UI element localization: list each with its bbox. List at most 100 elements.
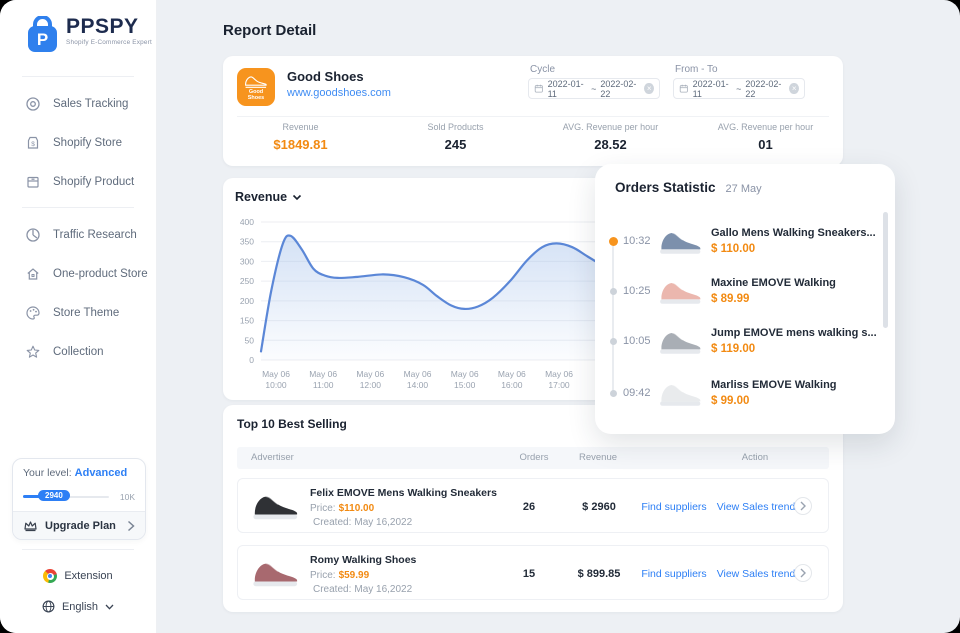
order-product-name: Gallo Mens Walking Sneakers... bbox=[711, 227, 876, 239]
order-price: $ 119.00 bbox=[711, 343, 756, 355]
svg-text:$: $ bbox=[31, 141, 35, 148]
orders-timeline: 10:32 Gallo Mens Walking Sneakers... $ 11… bbox=[595, 210, 895, 428]
revenue-value: $ 899.85 bbox=[577, 568, 621, 580]
palette-icon bbox=[26, 305, 40, 320]
bag-logo-icon: P bbox=[28, 16, 57, 52]
chrome-icon bbox=[43, 569, 58, 583]
sidebar-item-label: Shopify Store bbox=[53, 136, 123, 149]
clear-date-icon[interactable]: × bbox=[644, 83, 654, 94]
upgrade-plan-label: Upgrade Plan bbox=[45, 519, 116, 532]
revenue-value: $ 2960 bbox=[582, 501, 616, 513]
x-axis-label-date: May 06 bbox=[498, 369, 526, 379]
sidebar-item-label: Shopify Product bbox=[53, 175, 135, 188]
pie-clock-icon bbox=[26, 227, 40, 242]
store-summary-card: Good Shoes Good Shoes www.goodshoes.com … bbox=[223, 56, 843, 166]
table-row[interactable]: Romy Walking Shoes Price: $59.99 Created:… bbox=[237, 545, 829, 600]
top-selling-title: Top 10 Best Selling bbox=[237, 417, 347, 431]
view-sales-trend-link[interactable]: View Sales trend bbox=[716, 501, 796, 513]
order-item[interactable]: 10:25 Maxine EMOVE Walking $ 89.99 bbox=[595, 266, 879, 316]
cycle-date-range-input[interactable]: 2022-01-11 ~ 2022-02-22 × bbox=[528, 78, 660, 99]
chevron-down-icon bbox=[293, 194, 302, 200]
extension-button[interactable]: Extension bbox=[0, 569, 156, 583]
find-suppliers-link[interactable]: Find suppliers bbox=[641, 501, 707, 513]
chevron-right-icon bbox=[800, 568, 806, 578]
order-product-name: Maxine EMOVE Walking bbox=[711, 277, 836, 289]
sidebar-item-label: Collection bbox=[53, 345, 104, 358]
x-axis-label-time: 11:00 bbox=[313, 380, 334, 390]
chevron-right-icon bbox=[800, 501, 806, 511]
divider bbox=[22, 549, 134, 550]
calendar-icon bbox=[534, 84, 543, 93]
order-time: 09:42 bbox=[623, 387, 651, 399]
find-suppliers-link[interactable]: Find suppliers bbox=[641, 568, 707, 580]
order-product-name: Jump EMOVE mens walking s... bbox=[711, 327, 877, 339]
x-axis-label-time: 16:00 bbox=[501, 380, 523, 390]
progress-value-badge: 2940 bbox=[38, 490, 70, 501]
table-header: Advertiser Orders Revenue Action bbox=[237, 447, 829, 469]
order-item[interactable]: 10:32 Gallo Mens Walking Sneakers... $ 11… bbox=[595, 216, 879, 266]
order-product-name: Marliss EMOVE Walking bbox=[711, 379, 837, 391]
clear-date-icon[interactable]: × bbox=[789, 83, 799, 94]
divider bbox=[237, 116, 829, 117]
chevron-right-icon bbox=[127, 520, 135, 531]
app-logo: P PPSPY Shopify E-Commerce Expert bbox=[26, 16, 152, 53]
row-expand-button[interactable] bbox=[794, 564, 812, 582]
sidebar-item-shopify-store[interactable]: $ Shopify Store bbox=[0, 123, 156, 162]
store-logo-text: Good bbox=[248, 88, 264, 95]
store-url-link[interactable]: www.goodshoes.com bbox=[287, 87, 391, 99]
upgrade-plan-button[interactable]: Upgrade Plan bbox=[13, 511, 145, 539]
crown-icon bbox=[24, 521, 37, 532]
order-product-image bbox=[660, 232, 701, 254]
from-to-date-range-input[interactable]: 2022-01-11 ~ 2022-02-22 × bbox=[673, 78, 805, 99]
sidebar-item-collection[interactable]: Collection bbox=[0, 332, 156, 371]
product-price: Price: $110.00 bbox=[310, 503, 375, 514]
table-row[interactable]: Felix EMOVE Mens Walking Sneakers Price:… bbox=[237, 478, 829, 533]
app-subtitle: Shopify E-Commerce Expert bbox=[66, 39, 152, 46]
stats-row: Revenue $1849.81 Sold Products 245 AVG. Re… bbox=[223, 122, 843, 152]
app-title: PPSPY bbox=[66, 15, 139, 38]
panel-scrollbar[interactable] bbox=[883, 212, 888, 328]
chart-metric-dropdown[interactable]: Revenue bbox=[235, 190, 302, 204]
order-time: 10:05 bbox=[623, 335, 651, 347]
product-price: Price: $59.99 bbox=[310, 570, 370, 581]
order-item[interactable]: 10:05 Jump EMOVE mens walking s... $ 119.… bbox=[595, 316, 879, 366]
sidebar-item-label: Traffic Research bbox=[53, 228, 137, 241]
timeline-dot bbox=[610, 389, 617, 397]
timeline-dot bbox=[609, 236, 618, 246]
y-axis-label: 300 bbox=[240, 256, 254, 266]
orders-value: 26 bbox=[522, 501, 536, 513]
store-bag-icon: $ bbox=[27, 136, 39, 149]
x-axis-label-date: May 06 bbox=[262, 369, 290, 379]
product-box-icon bbox=[27, 176, 39, 188]
x-axis-label-date: May 06 bbox=[545, 369, 573, 379]
col-action: Action bbox=[741, 452, 769, 463]
chevron-down-icon bbox=[105, 604, 114, 610]
y-axis-label: 150 bbox=[240, 316, 254, 326]
date-end: 2022-02-22 bbox=[745, 78, 782, 99]
col-advertiser: Advertiser bbox=[251, 452, 294, 463]
stat-sold-products: Sold Products 245 bbox=[427, 122, 484, 152]
date-start: 2022-01-11 bbox=[547, 78, 584, 99]
language-selector[interactable]: English bbox=[0, 600, 156, 613]
product-created: Created: May 16,2022 bbox=[313, 517, 413, 528]
nav-secondary: Traffic Research One-product Store Store… bbox=[0, 215, 156, 371]
order-product-image bbox=[660, 332, 701, 354]
row-expand-button[interactable] bbox=[794, 497, 812, 515]
sidebar-item-store-theme[interactable]: Store Theme bbox=[0, 293, 156, 332]
product-image bbox=[253, 496, 298, 520]
date-end: 2022-02-22 bbox=[600, 78, 637, 99]
view-sales-trend-link[interactable]: View Sales trend bbox=[716, 568, 796, 580]
col-orders: Orders bbox=[519, 452, 549, 463]
orders-statistic-panel: Orders Statistic 27 May 10:32 Gallo Mens… bbox=[595, 164, 895, 434]
order-item[interactable]: 09:42 Marliss EMOVE Walking $ 99.00 bbox=[595, 368, 879, 418]
sidebar-item-traffic-research[interactable]: Traffic Research bbox=[0, 215, 156, 254]
stat-revenue: Revenue $1849.81 bbox=[273, 122, 328, 152]
sidebar-item-shopify-product[interactable]: Shopify Product bbox=[0, 162, 156, 201]
x-axis-label-time: 17:00 bbox=[548, 380, 570, 390]
timeline-dot bbox=[610, 287, 617, 295]
level-value: Advanced bbox=[74, 467, 128, 479]
sidebar-item-one-product-store[interactable]: One-product Store bbox=[0, 254, 156, 293]
orders-statistic-date: 27 May bbox=[725, 183, 762, 195]
sidebar-item-sales-tracking[interactable]: Sales Tracking bbox=[0, 84, 156, 123]
